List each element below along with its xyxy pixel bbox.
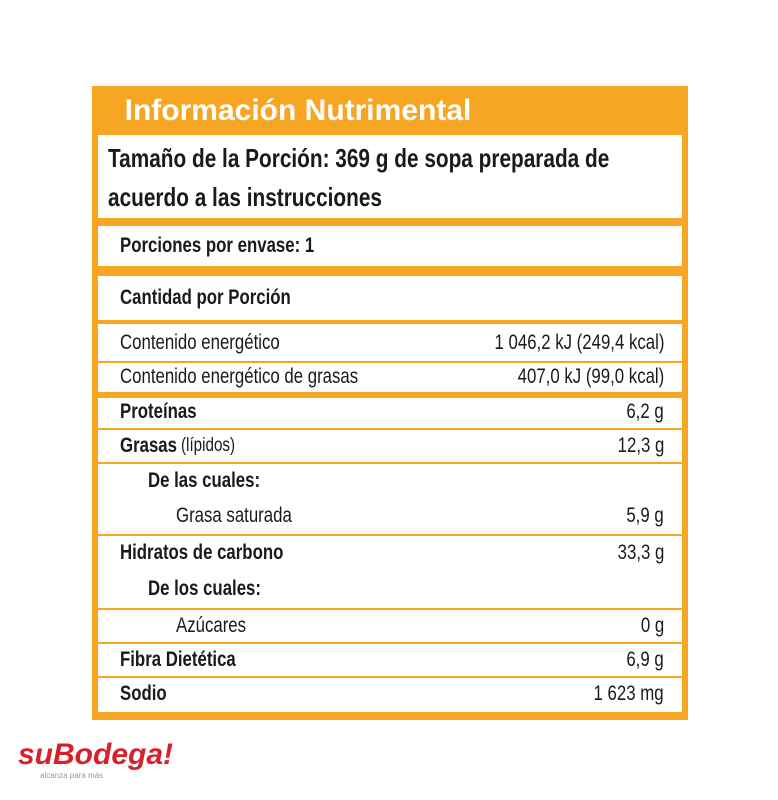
nutrient-value: 12,3 g bbox=[617, 434, 664, 457]
row-separator bbox=[98, 428, 682, 430]
serving-line: Tamaño de la Porción: 369 g de sopa prep… bbox=[108, 143, 610, 173]
nutrient-note: (lípidos) bbox=[180, 435, 236, 456]
nutrient-value: 5,9 g bbox=[626, 504, 664, 527]
logo-tagline: alcanza para más bbox=[40, 771, 104, 780]
nutrient-value: 0 g bbox=[640, 614, 664, 637]
energy-value: 1 046,2 kJ (249,4 kcal) bbox=[494, 331, 664, 354]
row-separator bbox=[98, 608, 682, 610]
servings-per-container: Porciones por envase: 1 bbox=[120, 234, 315, 257]
nutrient-value: 6,9 g bbox=[626, 648, 664, 671]
nutrient-label: Sodio bbox=[120, 682, 167, 705]
nutrient-value: 33,3 g bbox=[617, 541, 664, 564]
nutrient-label: De los cuales: bbox=[148, 577, 261, 600]
energy-label: Contenido energético bbox=[120, 331, 280, 354]
serving-box bbox=[98, 135, 682, 218]
row-separator bbox=[98, 361, 682, 363]
nutrient-label: Hidratos de carbono bbox=[120, 541, 284, 564]
serving-line: acuerdo a las instrucciones bbox=[108, 182, 382, 212]
energy-box bbox=[98, 324, 682, 392]
row-separator bbox=[98, 534, 682, 536]
logo-brand: suBodega! bbox=[18, 738, 174, 771]
nutrient-value: 1 623 mg bbox=[593, 682, 664, 705]
nutrient-label: Fibra Dietética bbox=[120, 648, 236, 671]
servings-box bbox=[98, 226, 682, 266]
energy-value: 407,0 kJ (99,0 kcal) bbox=[517, 365, 664, 388]
row-separator bbox=[98, 462, 682, 464]
row-separator bbox=[98, 642, 682, 644]
nutrient-box bbox=[98, 398, 682, 712]
row-separator bbox=[98, 676, 682, 678]
amount-per-serving: Cantidad por Porción bbox=[120, 286, 291, 309]
amount-box bbox=[98, 276, 682, 320]
label-title: Información Nutrimental bbox=[124, 94, 472, 127]
nutrient-label: Proteínas bbox=[120, 400, 197, 423]
nutrient-label: Grasas bbox=[120, 434, 177, 457]
nutrient-value: 6,2 g bbox=[626, 400, 664, 423]
nutrient-label: De las cuales: bbox=[148, 469, 261, 492]
nutrient-label: Grasa saturada bbox=[176, 504, 292, 527]
nutrient-label: Azúcares bbox=[176, 614, 247, 637]
energy-label: Contenido energético de grasas bbox=[120, 365, 359, 388]
